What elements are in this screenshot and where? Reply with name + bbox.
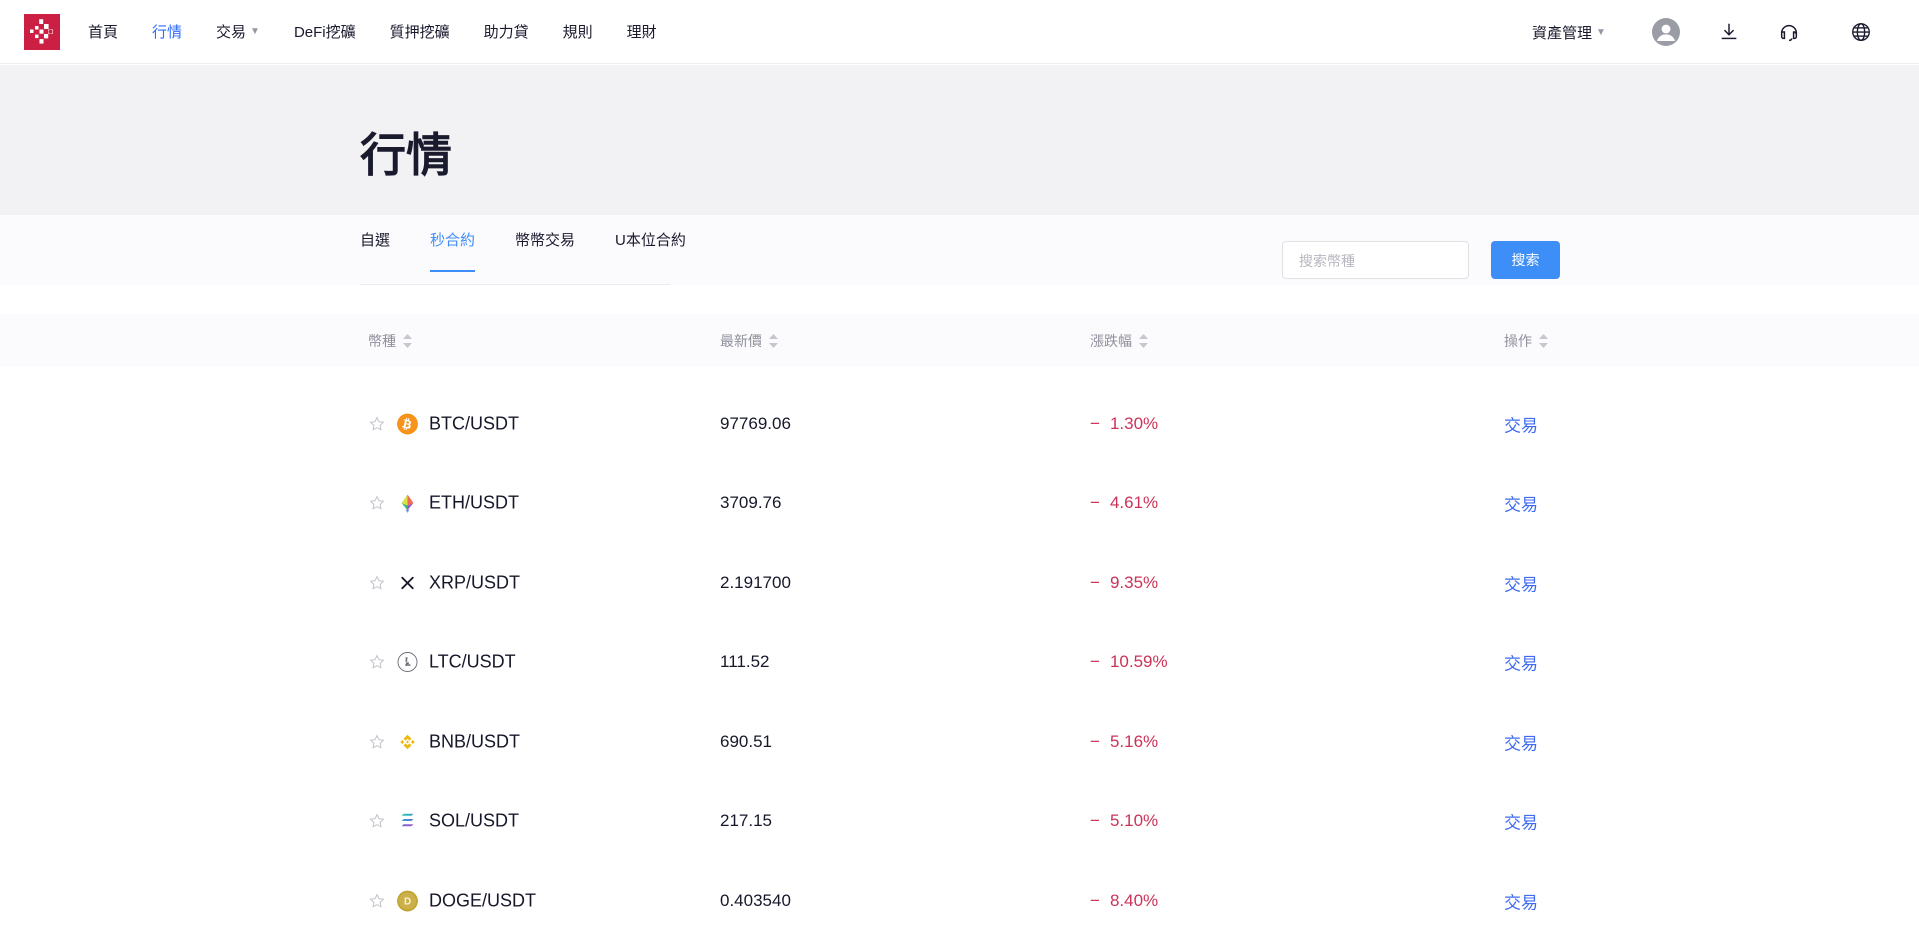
svg-text:D: D <box>404 896 411 907</box>
